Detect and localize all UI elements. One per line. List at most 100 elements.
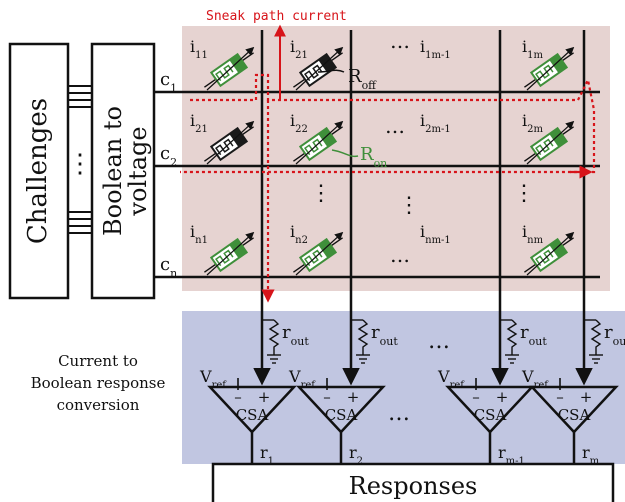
memristor-band [229,54,247,74]
r-on-leader [331,149,359,158]
memristor-band [549,54,567,74]
conversion-line1: Current to [58,352,138,370]
rout-resistor [357,319,369,355]
memristor-arrow [526,46,575,91]
memristor-zigzag [304,249,323,267]
sneak-path-label: Sneak path current [206,9,347,24]
current-label: in1 [190,222,208,246]
challenges-label: Challenges [23,98,53,244]
conversion-line3: conversion [57,396,140,414]
csa-minus: – [556,388,564,406]
csa-minus: – [323,388,331,406]
csa-amplifier [445,385,535,434]
current-label: i21 [290,37,308,61]
r-off-leader [317,69,345,73]
current-label: i2m-1 [420,111,451,135]
vref-label: Vref [521,367,549,391]
readout-dots: … [388,401,410,426]
readout-dots: … [428,329,450,354]
rout-label: rout [604,322,625,348]
csa-amplifier [296,385,386,434]
output-label: rm-1 [498,443,525,467]
memristor-arrow [295,120,344,165]
memristor-arrow [295,231,344,276]
output-label: r2 [349,443,363,467]
rout-label: rout [520,322,547,348]
csa-plus: + [496,388,509,406]
rout-label: rout [282,322,309,348]
current-label: i1m-1 [420,37,451,61]
csa-minus: – [472,388,480,406]
vref-label: Vref [288,367,316,391]
csa-plus: + [347,388,360,406]
current-label: in2 [290,222,308,246]
row-dots: ⋮ [398,193,420,218]
memristor-band [549,239,567,259]
csa-plus: + [580,388,593,406]
memristor-zigzag [215,64,234,82]
row-dots: ⋮ [513,181,535,206]
memristor-band [318,128,336,148]
current-label: i11 [190,37,208,61]
column-dots: … [385,114,405,138]
memristor-zigzag [304,64,323,82]
csa-amplifier [529,385,619,434]
memristor-zigzag [535,249,554,267]
boolean-to-voltage-line2: voltage [124,126,152,216]
csa-label: CSA [558,406,591,424]
row-label: cn [160,254,177,280]
memristor-arrow [206,231,255,276]
memristor-arrow [295,46,344,91]
memristor-zigzag [304,138,323,156]
memristor-arrow [526,231,575,276]
challenge-bus [68,85,92,234]
csa-label: CSA [325,406,358,424]
row-label: c1 [160,69,177,95]
memristor-band [318,54,336,74]
current-label: inm [522,222,544,246]
vref-label: Vref [437,367,465,391]
boolean-to-voltage-line1: Boolean to [99,106,127,236]
memristor-arrow [526,120,575,165]
r-off-label: Roff [348,66,377,92]
sneak-path-line [180,73,596,174]
row-dots: ⋮ [310,181,332,206]
csa-label: CSA [236,406,269,424]
crossbar-grid: c1 c2 cn i11 i21 i1m-1 i1m i21 i22 i2m-1 i2m in1 in2… [154,29,625,467]
csa-minus: – [234,388,242,406]
challenge-bus-dots: ⋮ [67,149,93,179]
current-label: i22 [290,111,308,135]
memristor-zigzag [215,249,234,267]
rout-resistor [506,319,518,355]
memristor-band [229,128,247,148]
output-label: r1 [260,443,274,467]
current-label: i21 [190,111,208,135]
csa-plus: + [258,388,271,406]
csa-label: CSA [474,406,507,424]
current-label: i1m [522,37,543,61]
memristor-arrow [206,46,255,91]
responses-box [211,462,615,502]
csa-amplifier [207,385,297,434]
boolean-to-voltage-box [90,42,156,300]
memristor-band [229,239,247,259]
rout-resistor [590,319,602,355]
memristor-band [318,239,336,259]
rout-label: rout [371,322,398,348]
column-dots: … [390,243,410,267]
challenges-box [8,42,70,300]
rout-resistor [268,319,280,355]
column-dots: … [390,29,410,53]
current-label: inm-1 [420,222,451,246]
row-label: c2 [160,143,177,169]
memristor-zigzag [215,138,234,156]
conversion-line2: Boolean response [31,374,166,392]
r-on-label: Ron [360,144,387,170]
responses-label: Responses [349,472,478,500]
current-label: i2m [522,111,543,135]
output-label: rm [582,443,600,467]
memristor-arrow [206,120,255,165]
memristor-zigzag [535,64,554,82]
memristor-band [549,128,567,148]
